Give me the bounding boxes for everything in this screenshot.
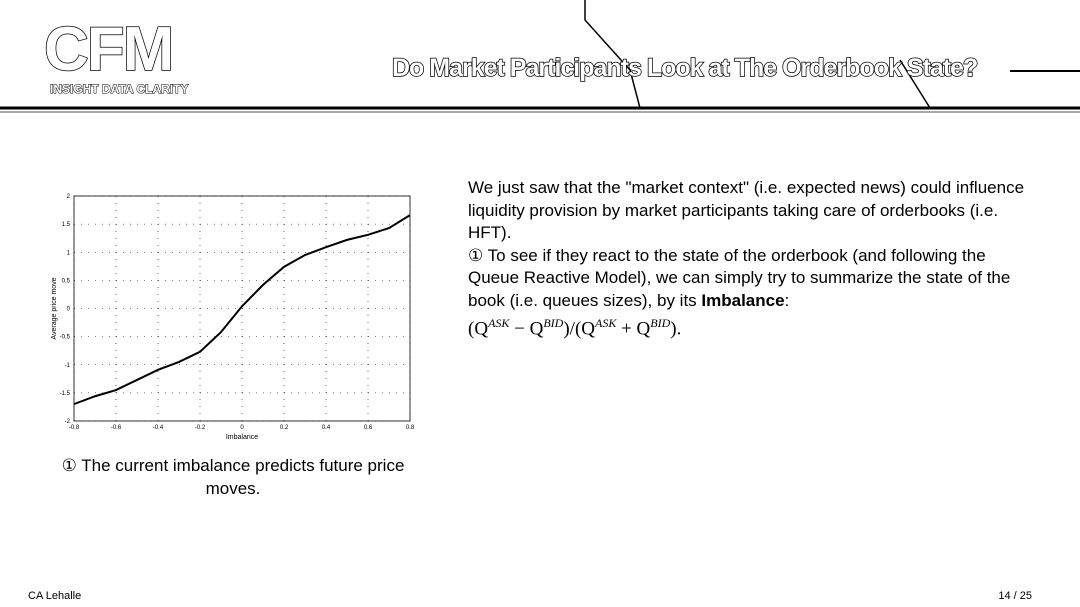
body-text: We just saw that the "market context" (i…: [468, 177, 1028, 341]
chart: -2 -1.5 -1 -0.5 0 0.5 1 1.5 2 -0.8 -0.6 -0.4 -0.2 0 0.…: [51, 194, 415, 441]
formula-text: + Q: [616, 318, 651, 340]
logo-tagline: INSIGHT DATA CLARITY: [49, 82, 189, 97]
caption: ① The current imbalance predicts future …: [61, 456, 405, 498]
x-tick-label: 0.6: [364, 425, 373, 431]
y-tick-label: -1.5: [60, 391, 71, 397]
y-tick-label: -0.5: [60, 335, 71, 341]
y-tick-label: 1: [67, 250, 71, 256]
formula-text: )/(Q: [563, 318, 595, 340]
bold-term: Imbalance: [701, 290, 785, 310]
footer-page: 14 / 25: [998, 590, 1032, 602]
x-tick-label: -0.2: [195, 425, 206, 431]
y-tick-label: -2: [65, 419, 71, 425]
text: ① To see if they react to the state of t…: [468, 245, 1011, 310]
y-tick-label: 0: [67, 307, 71, 313]
y-tick-label: 0.5: [62, 278, 71, 284]
text: :: [784, 290, 790, 310]
paragraph: ① To see if they react to the state of t…: [468, 245, 1028, 313]
x-tick-label: -0.4: [153, 425, 164, 431]
y-axis-label: Average price move: [51, 277, 58, 339]
x-tick-label: 0.8: [406, 425, 415, 431]
x-tick-label: 0.4: [322, 425, 331, 431]
x-axis-label: Imbalance: [226, 434, 258, 441]
superscript: BID: [543, 316, 564, 330]
superscript: ASK: [488, 316, 510, 330]
x-tick-label: 0: [240, 425, 244, 431]
data-line: [73, 214, 411, 406]
y-tick-label: -1: [65, 363, 71, 369]
x-tick-label: 0.2: [280, 425, 289, 431]
footer-author: CA Lehalle: [28, 590, 82, 602]
formula: (QASK − QBID)/(QASK + QBID).: [468, 312, 1028, 341]
formula-text: − Q: [509, 318, 544, 340]
x-tick-label: -0.8: [69, 425, 80, 431]
plot-frame: [73, 195, 411, 422]
formula-text: ).: [670, 318, 682, 340]
slide-title: Do Market Participants Look at The Order…: [391, 53, 979, 83]
superscript: ASK: [595, 316, 617, 330]
superscript: BID: [650, 316, 671, 330]
formula-text: (Q: [468, 318, 489, 340]
y-tick-label: 2: [67, 194, 71, 200]
y-tick-label: 1.5: [62, 222, 71, 228]
logo: CFM: [43, 14, 175, 85]
x-tick-label: -0.6: [111, 425, 122, 431]
paragraph: We just saw that the "market context" (i…: [468, 178, 1025, 242]
